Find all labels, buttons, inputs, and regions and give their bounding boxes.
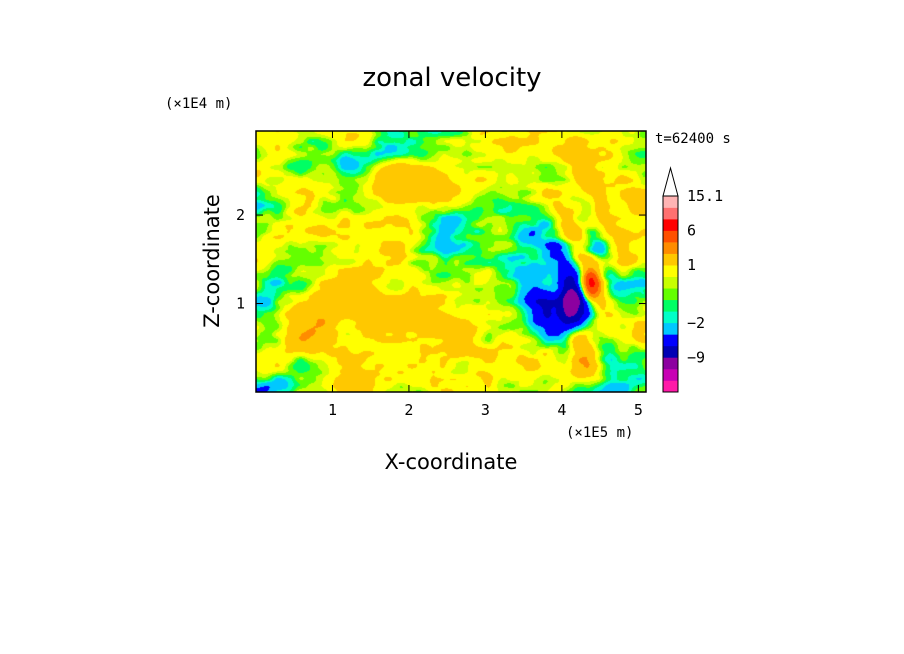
- colorbar-label: 1: [687, 256, 696, 274]
- x-tick-label: 2: [404, 401, 413, 419]
- heatmap: [256, 131, 646, 392]
- colorbar-band: [663, 265, 678, 278]
- colorbar-band: [663, 345, 678, 358]
- y-unit-label: (×1E4 m): [165, 96, 232, 112]
- colorbar-band: [663, 276, 678, 289]
- colorbar-band: [663, 242, 678, 254]
- x-axis: 1 2 3 4 5: [328, 131, 643, 419]
- colorbar-band: [663, 288, 678, 301]
- colorbar-band: [663, 380, 678, 393]
- colorbar-band: [663, 334, 678, 347]
- y-axis-label: Z-coordinate: [200, 194, 224, 328]
- x-tick-label: 4: [557, 401, 566, 419]
- colorbar-label: −2: [687, 314, 705, 332]
- x-unit-label: (×1E5 m): [566, 425, 633, 441]
- y-axis: 12: [236, 206, 646, 313]
- colorbar-band: [663, 219, 678, 231]
- colorbar-label: 6: [687, 222, 696, 240]
- colorbar-label: 15.1: [687, 187, 723, 205]
- colorbar-band: [663, 253, 678, 266]
- colorbar-extend-arrow: [662, 166, 679, 197]
- colorbar-band: [663, 230, 678, 243]
- colorbar-band: [663, 207, 678, 220]
- chart-title: zonal velocity: [362, 63, 541, 93]
- x-axis-label: X-coordinate: [385, 450, 518, 474]
- x-tick-label: 5: [634, 401, 643, 419]
- heatmap-field: [256, 131, 646, 392]
- colorbar-band: [663, 357, 678, 370]
- colorbar-band: [663, 368, 678, 381]
- y-tick-label: 1: [236, 295, 245, 313]
- colorbar: 15.1 6 1 −2 −9: [662, 166, 723, 393]
- x-tick-label: 1: [328, 401, 337, 419]
- colorbar-band: [663, 196, 678, 208]
- time-label: t=62400 s: [655, 131, 731, 147]
- plot-frame: [255, 130, 647, 393]
- colorbar-band: [663, 311, 678, 324]
- x-tick-label: 3: [481, 401, 490, 419]
- y-tick-label: 2: [236, 206, 245, 224]
- colorbar-band: [663, 299, 678, 312]
- colorbar-label: −9: [687, 348, 705, 366]
- colorbar-band: [663, 322, 678, 335]
